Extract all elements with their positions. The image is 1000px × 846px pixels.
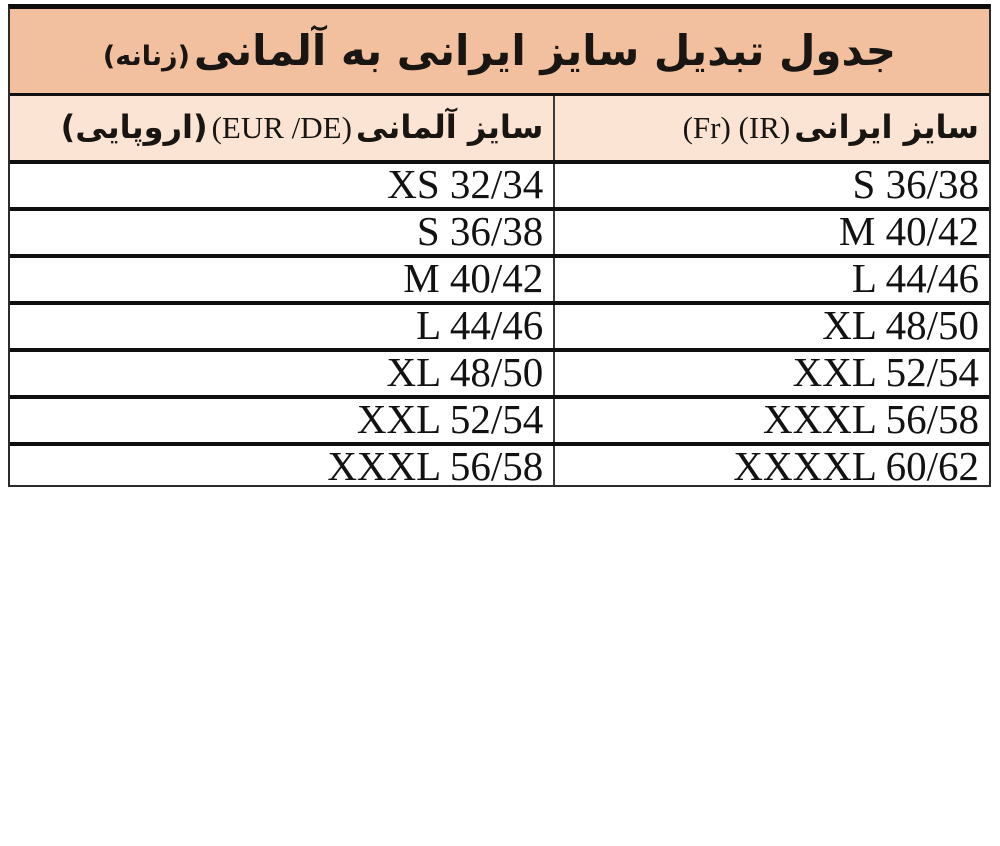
cell-german-size: XXXL 56/58 bbox=[10, 446, 556, 485]
cell-iranian-size: XL 48/50 bbox=[822, 305, 979, 348]
cell-german-size: S 36/38 bbox=[10, 211, 556, 254]
cell-german-size: XXL 52/54 bbox=[10, 399, 556, 442]
table-row: XXL 52/54 XL 48/50 bbox=[10, 352, 989, 399]
table-row: L 44/46 M 40/42 bbox=[10, 258, 989, 305]
table-title-text: جدول تبدیل سایز ایرانی به آلمانی bbox=[193, 26, 897, 75]
cell-iranian-size: XXL 52/54 bbox=[792, 352, 979, 395]
table-row: M 40/42 S 36/38 bbox=[10, 211, 989, 258]
cell-german-size: M 40/42 bbox=[10, 258, 556, 301]
iranian-size-codes: (Fr) (IR) bbox=[682, 110, 791, 145]
header-row: سایز ایرانی (Fr) (IR) سایز آلمانی (EUR /… bbox=[10, 96, 989, 164]
cell-iranian-size: XXXXL 60/62 bbox=[733, 446, 979, 485]
table-row: XXXXL 60/62 XXXL 56/58 bbox=[10, 446, 989, 485]
table-title: جدول تبدیل سایز ایرانی به آلمانی (زنانه) bbox=[10, 9, 989, 96]
german-size-label: سایز آلمانی bbox=[355, 108, 544, 146]
table-row: S 36/38 XS 32/34 bbox=[10, 164, 989, 211]
size-conversion-table: جدول تبدیل سایز ایرانی به آلمانی (زنانه)… bbox=[8, 4, 991, 487]
cell-german-size: XL 48/50 bbox=[10, 352, 556, 395]
cell-iranian-size: XXXL 56/58 bbox=[763, 399, 979, 442]
german-size-label-suffix: (اروپایی) bbox=[60, 108, 208, 146]
cell-iranian-size: S 36/38 bbox=[852, 164, 979, 207]
cell-german-size: L 44/46 bbox=[10, 305, 556, 348]
cell-german-size: XS 32/34 bbox=[10, 164, 556, 207]
table-title-suffix: (زنانه) bbox=[102, 41, 190, 72]
german-size-codes: (EUR /DE) bbox=[211, 110, 352, 145]
header-cell-german-size: سایز آلمانی (EUR /DE) (اروپایی) bbox=[10, 96, 556, 160]
cell-iranian-size: L 44/46 bbox=[851, 258, 979, 301]
cell-iranian-size: M 40/42 bbox=[838, 211, 979, 254]
iranian-size-label: سایز ایرانی bbox=[794, 108, 979, 146]
table-row: XL 48/50 L 44/46 bbox=[10, 305, 989, 352]
table-row: XXXL 56/58 XXL 52/54 bbox=[10, 399, 989, 446]
header-cell-iranian-size: سایز ایرانی (Fr) (IR) bbox=[555, 96, 989, 160]
